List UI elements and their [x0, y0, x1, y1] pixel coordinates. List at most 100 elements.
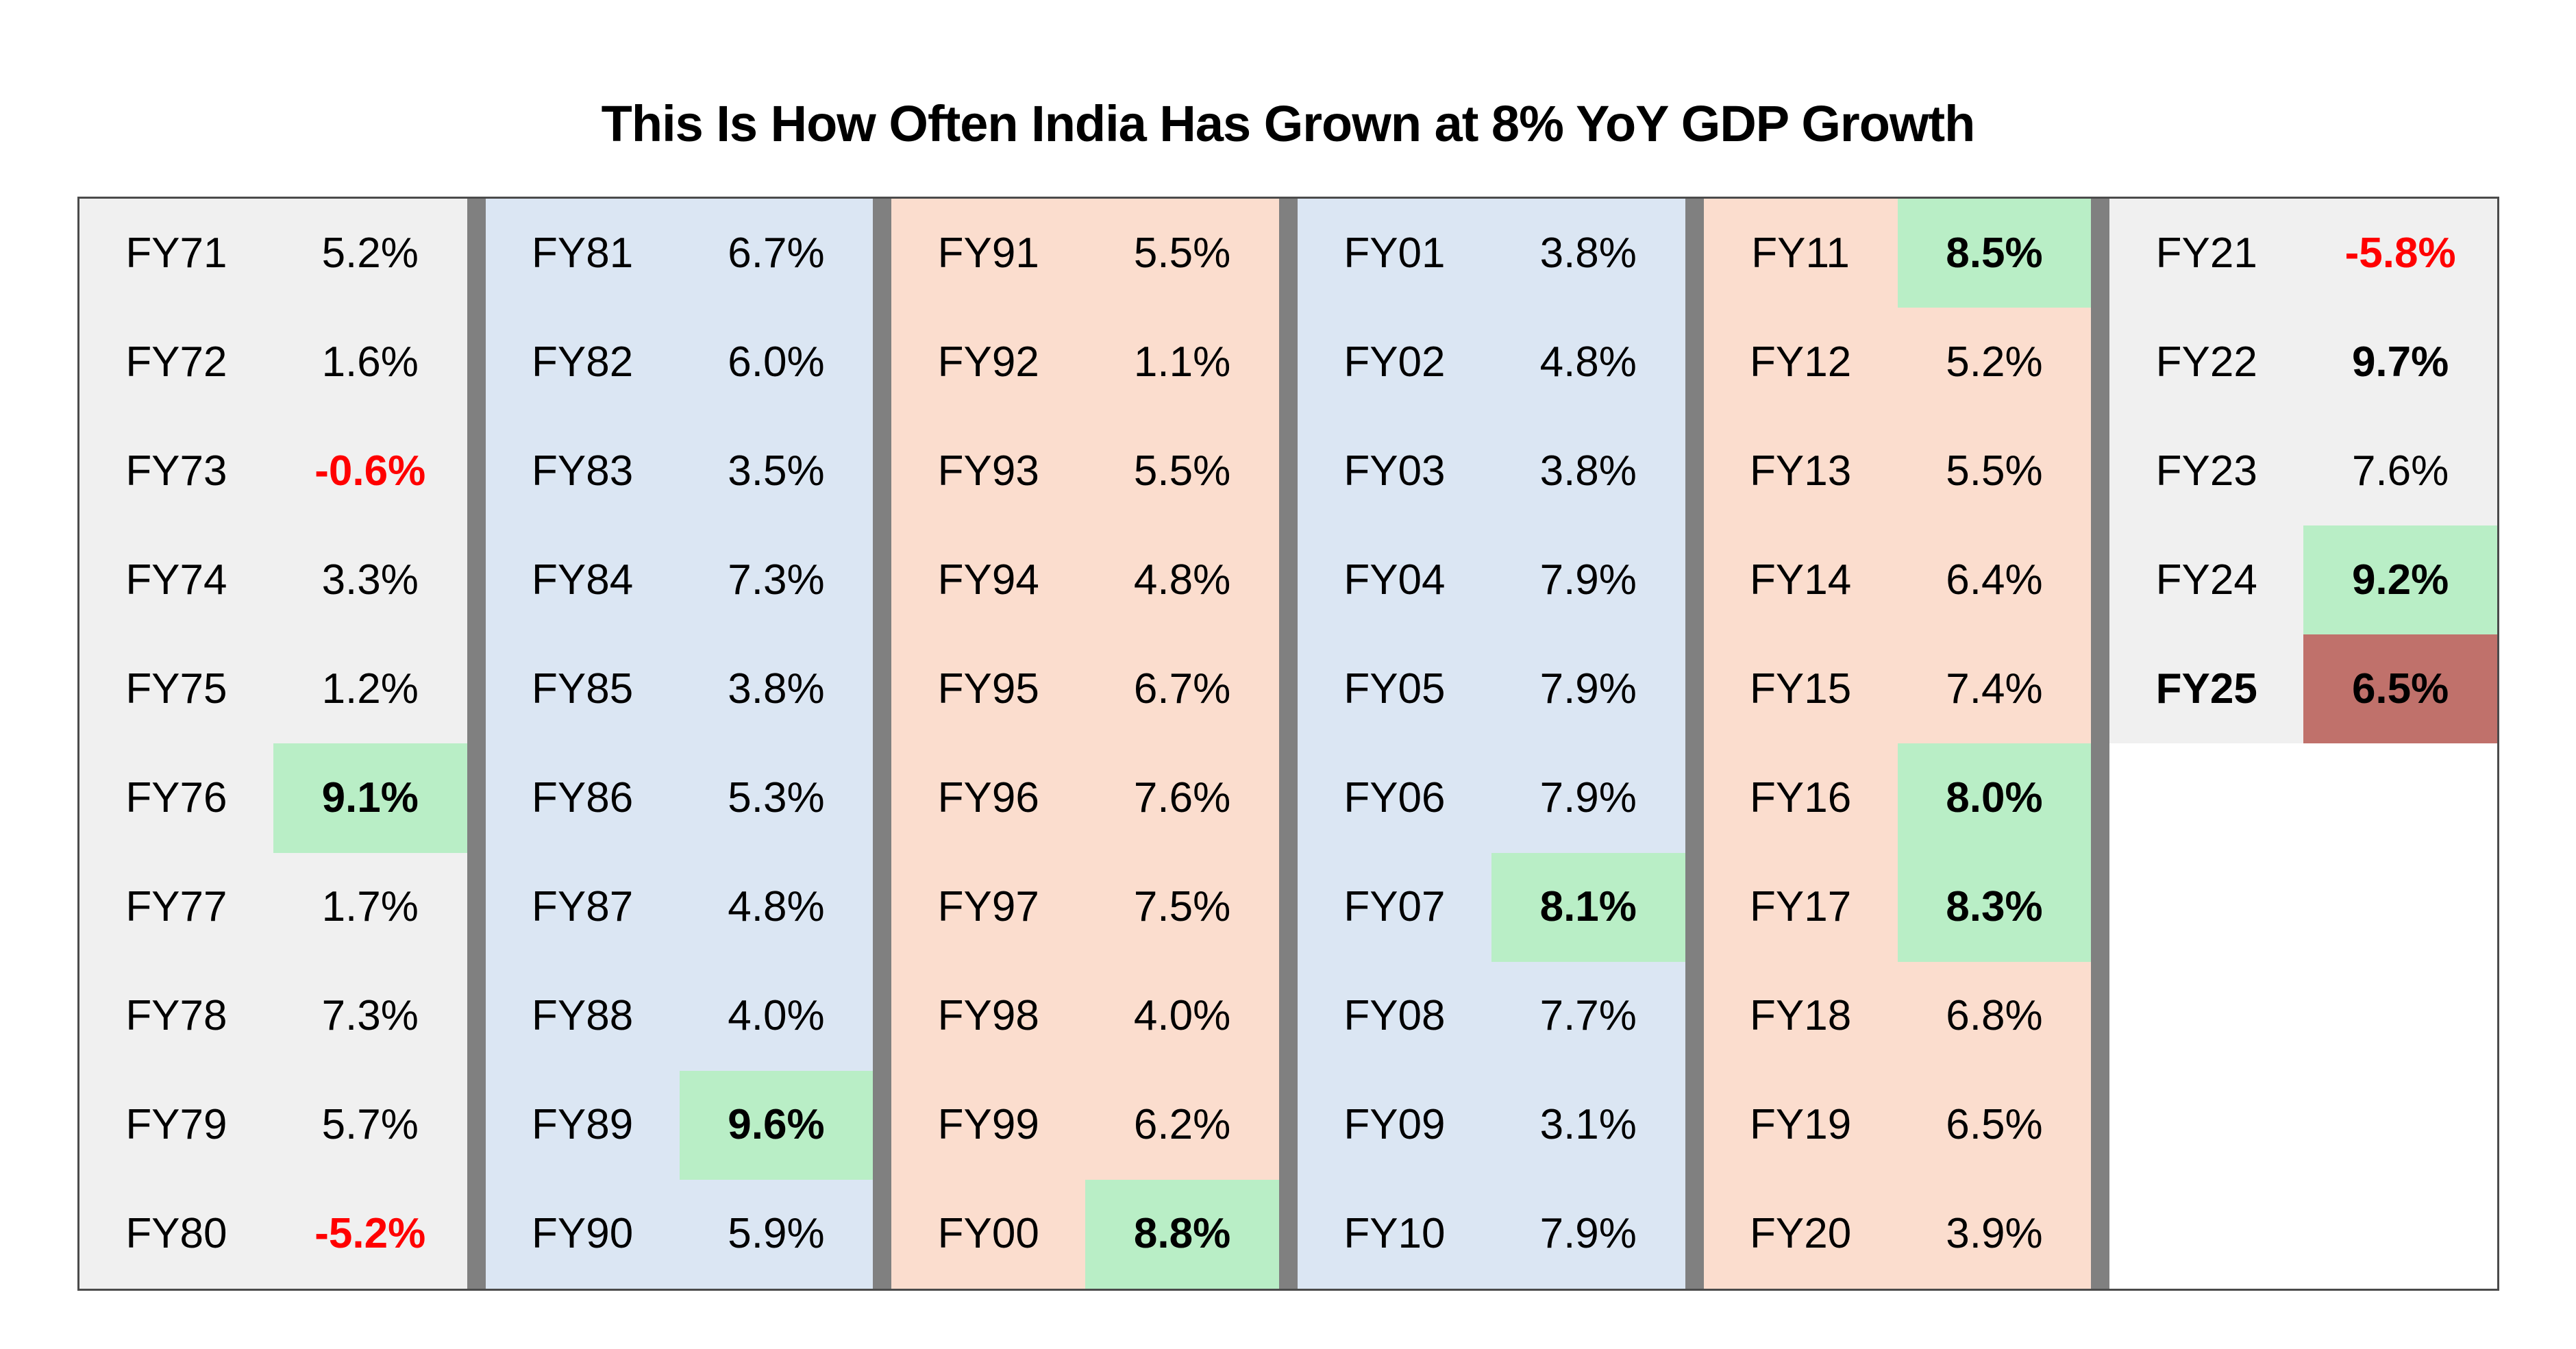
table-row: FY97 7.5% — [891, 852, 1280, 962]
year-label: FY23 — [2155, 447, 2257, 495]
table-row: FY91 5.5% — [891, 199, 1280, 308]
growth-value: 7.7% — [1539, 992, 1637, 1040]
table-row: FY74 3.3% — [79, 525, 467, 635]
growth-value: 7.6% — [2351, 447, 2449, 495]
growth-value: 7.9% — [1539, 556, 1637, 604]
growth-value: 7.4% — [1946, 665, 2043, 713]
table-row: FY12 5.2% — [1703, 308, 2092, 417]
table-row: FY08 7.7% — [1298, 961, 1685, 1071]
table-row: FY03 3.8% — [1298, 417, 1685, 526]
year-label: FY08 — [1343, 992, 1446, 1040]
table-row: FY00 8.8% — [891, 1179, 1280, 1289]
year-label: FY94 — [937, 556, 1039, 604]
year-label: FY80 — [125, 1210, 227, 1258]
year-label: FY75 — [125, 665, 227, 713]
table-row: FY98 4.0% — [891, 961, 1280, 1071]
table-row: FY80 -5.2% — [79, 1179, 467, 1289]
empty-row — [2109, 852, 2498, 962]
empty-row — [2109, 961, 2498, 1071]
growth-value: 6.2% — [1133, 1101, 1231, 1149]
year-label: FY79 — [125, 1101, 227, 1149]
table-row: FY73 -0.6% — [79, 417, 467, 526]
growth-value: 6.5% — [1946, 1101, 2043, 1149]
growth-value: 1.2% — [321, 665, 419, 713]
year-label: FY92 — [937, 338, 1039, 386]
growth-value: 3.5% — [728, 447, 825, 495]
year-label: FY11 — [1751, 229, 1850, 277]
year-label: FY98 — [937, 992, 1039, 1040]
growth-value: 6.5% — [2303, 634, 2498, 744]
growth-value: 4.8% — [728, 883, 825, 931]
table-row: FY81 6.7% — [485, 199, 874, 308]
year-label: FY96 — [937, 774, 1039, 822]
year-label: FY97 — [937, 883, 1039, 931]
growth-value: 4.8% — [1133, 556, 1231, 604]
table-row: FY05 7.9% — [1298, 634, 1685, 744]
growth-value: -0.6% — [314, 447, 426, 495]
table-row: FY83 3.5% — [485, 417, 874, 526]
table-row: FY85 3.8% — [485, 634, 874, 744]
table-row: FY17 8.3% — [1703, 852, 2092, 962]
table-row: FY13 5.5% — [1703, 417, 2092, 526]
table-row: FY71 5.2% — [79, 199, 467, 308]
year-label: FY18 — [1750, 992, 1852, 1040]
year-label: FY03 — [1343, 447, 1446, 495]
table-row: FY95 6.7% — [891, 634, 1280, 744]
year-label: FY85 — [531, 665, 634, 713]
year-label: FY76 — [125, 774, 227, 822]
year-label: FY89 — [531, 1101, 634, 1149]
growth-value: 3.8% — [728, 665, 825, 713]
table-row: FY92 1.1% — [891, 308, 1280, 417]
empty-row — [2109, 1070, 2498, 1180]
year-label: FY71 — [125, 229, 227, 277]
table-row: FY89 9.6% — [485, 1070, 874, 1180]
growth-value: 7.3% — [321, 992, 419, 1040]
growth-value: 5.5% — [1133, 447, 1231, 495]
year-label: FY06 — [1343, 774, 1446, 822]
year-label: FY09 — [1343, 1101, 1446, 1149]
year-label: FY78 — [125, 992, 227, 1040]
table-row: FY09 3.1% — [1298, 1070, 1685, 1180]
year-label: FY01 — [1343, 229, 1446, 277]
growth-value: 3.8% — [1539, 447, 1637, 495]
growth-value: 6.0% — [728, 338, 825, 386]
decade-column-6: FY21 -5.8% FY22 9.7% FY23 7.6% FY24 9.2% FY25 6.5… — [2109, 199, 2498, 1289]
table-row: FY87 4.8% — [485, 852, 874, 962]
table-row: FY90 5.9% — [485, 1179, 874, 1289]
year-label: FY93 — [937, 447, 1039, 495]
empty-row — [2109, 743, 2498, 853]
growth-value: 7.9% — [1539, 1210, 1637, 1258]
growth-value: 5.9% — [728, 1210, 825, 1258]
growth-value: 7.9% — [1539, 774, 1637, 822]
year-label: FY91 — [937, 229, 1039, 277]
year-label: FY90 — [531, 1210, 634, 1258]
growth-value: 7.3% — [728, 556, 825, 604]
year-label: FY99 — [937, 1101, 1039, 1149]
growth-value: 5.2% — [321, 229, 419, 277]
table-row: FY18 6.8% — [1703, 961, 2092, 1071]
growth-value: 4.0% — [728, 992, 825, 1040]
growth-value: 5.5% — [1946, 447, 2043, 495]
decade-column-4: FY01 3.8% FY02 4.8% FY03 3.8% FY04 7.9% FY05 7.9%… — [1298, 199, 1685, 1289]
growth-value: 4.0% — [1133, 992, 1231, 1040]
growth-value: 3.3% — [321, 556, 419, 604]
growth-value: 5.2% — [1946, 338, 2043, 386]
growth-value: 8.3% — [1897, 852, 2092, 962]
year-label: FY22 — [2155, 338, 2257, 386]
table-row: FY14 6.4% — [1703, 525, 2092, 635]
table-row: FY11 8.5% — [1703, 199, 2092, 308]
year-label: FY14 — [1750, 556, 1852, 604]
growth-value: 8.1% — [1491, 852, 1685, 962]
table-row: FY72 1.6% — [79, 308, 467, 417]
table-row: FY23 7.6% — [2109, 417, 2498, 526]
year-label: FY04 — [1343, 556, 1446, 604]
table-row: FY22 9.7% — [2109, 308, 2498, 417]
year-label: FY73 — [125, 447, 227, 495]
table-row: FY04 7.9% — [1298, 525, 1685, 635]
table-row: FY07 8.1% — [1298, 852, 1685, 962]
growth-value: 9.7% — [2351, 338, 2449, 386]
year-label: FY72 — [125, 338, 227, 386]
table-row: FY21 -5.8% — [2109, 199, 2498, 308]
table-row: FY99 6.2% — [891, 1070, 1280, 1180]
growth-value: 9.2% — [2303, 525, 2498, 635]
